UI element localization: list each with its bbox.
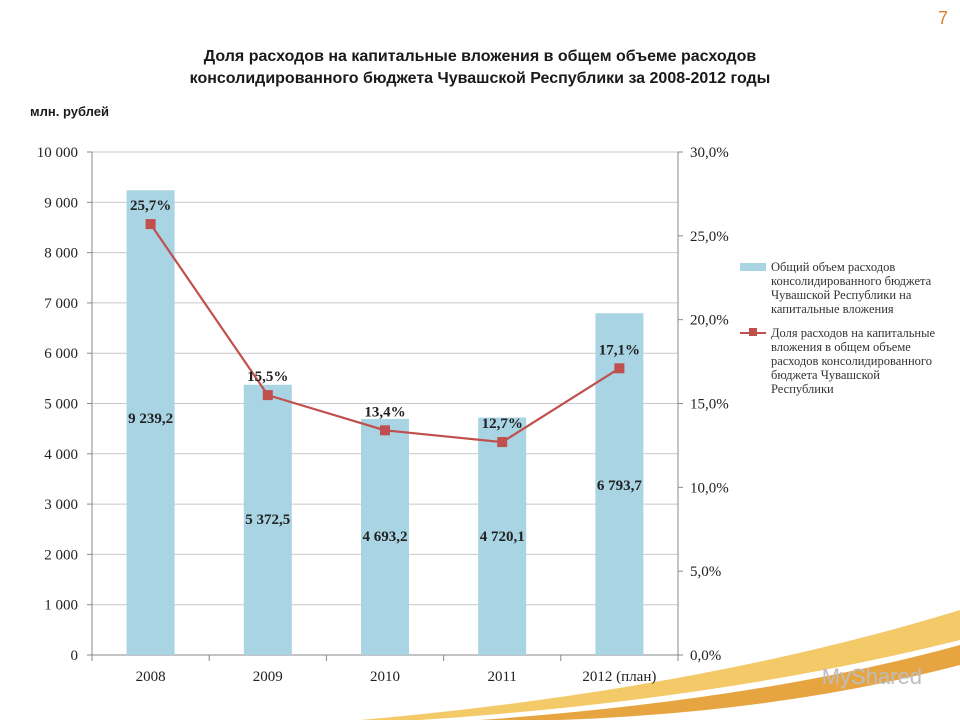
legend-bar-label: Общий объем расходов консолидированного … [771,260,932,316]
bar-value-label: 4 693,2 [363,529,408,545]
share-marker [145,219,156,230]
legend-item-line: Доля расходов на капитальные вложения в … [740,326,940,396]
y-tick-label: 7 000 [44,296,78,312]
bar-value-label: 6 793,7 [597,478,643,494]
bar [478,417,527,655]
share-value-label: 17,1% [599,342,640,358]
y-tick-label: 4 000 [44,447,78,463]
share-value-label: 25,7% [130,198,171,214]
page-number: 7 [937,8,948,28]
x-tick-label: 2010 [370,669,400,685]
y2-tick-label: 25,0% [690,229,729,245]
legend-line-label: Доля расходов на капитальные вложения в … [771,326,936,396]
x-tick-label: 2009 [253,669,283,685]
bar-value-label: 4 720,1 [480,529,525,545]
share-marker [614,363,625,374]
x-tick-label: 2011 [487,669,516,685]
bar [361,418,409,655]
chart-title: Доля расходов на капитальные вложения в … [60,46,900,90]
bar-value-label: 9 239,2 [128,411,173,427]
chart-title-line-1: Доля расходов на капитальные вложения в … [203,48,757,65]
y-tick-label: 5 000 [44,397,78,413]
y-tick-label: 6 000 [44,346,78,362]
y-tick-label: 3 000 [44,497,78,513]
share-marker [497,437,508,448]
share-marker [380,425,390,436]
y-tick-label: 10 000 [37,145,78,161]
bar [243,384,292,655]
y-tick-label: 0 [71,648,79,664]
chart-title-line-2: консолидированного бюджета Чувашской Рес… [189,70,771,87]
x-tick-label: 2012 (план) [582,669,656,685]
legend-bar-swatch [740,263,766,271]
bar [126,190,175,655]
y-tick-label: 1 000 [44,598,78,614]
y2-tick-label: 30,0% [690,145,729,161]
y-tick-label: 2 000 [44,547,78,563]
share-value-label: 15,5% [247,369,288,385]
y2-tick-label: 15,0% [690,397,729,413]
legend: Общий объем расходов консолидированного … [740,260,940,406]
y2-tick-label: 5,0% [690,564,721,580]
y2-tick-label: 0,0% [690,648,721,664]
bar-value-label: 5 372,5 [245,512,290,528]
share-value-label: 12,7% [482,416,523,432]
y2-tick-label: 10,0% [690,480,729,496]
y-axis-unit-label: млн. рублей [30,104,109,119]
share-value-label: 13,4% [364,404,405,420]
y-tick-label: 8 000 [44,246,78,262]
share-marker [262,390,273,401]
y2-tick-label: 20,0% [690,313,729,329]
y-tick-label: 9 000 [44,195,78,211]
legend-item-bars: Общий объем расходов консолидированного … [740,260,940,316]
x-tick-label: 2008 [136,669,166,685]
legend-line-swatch [740,326,766,338]
watermark-logo: MyShared [821,664,922,689]
